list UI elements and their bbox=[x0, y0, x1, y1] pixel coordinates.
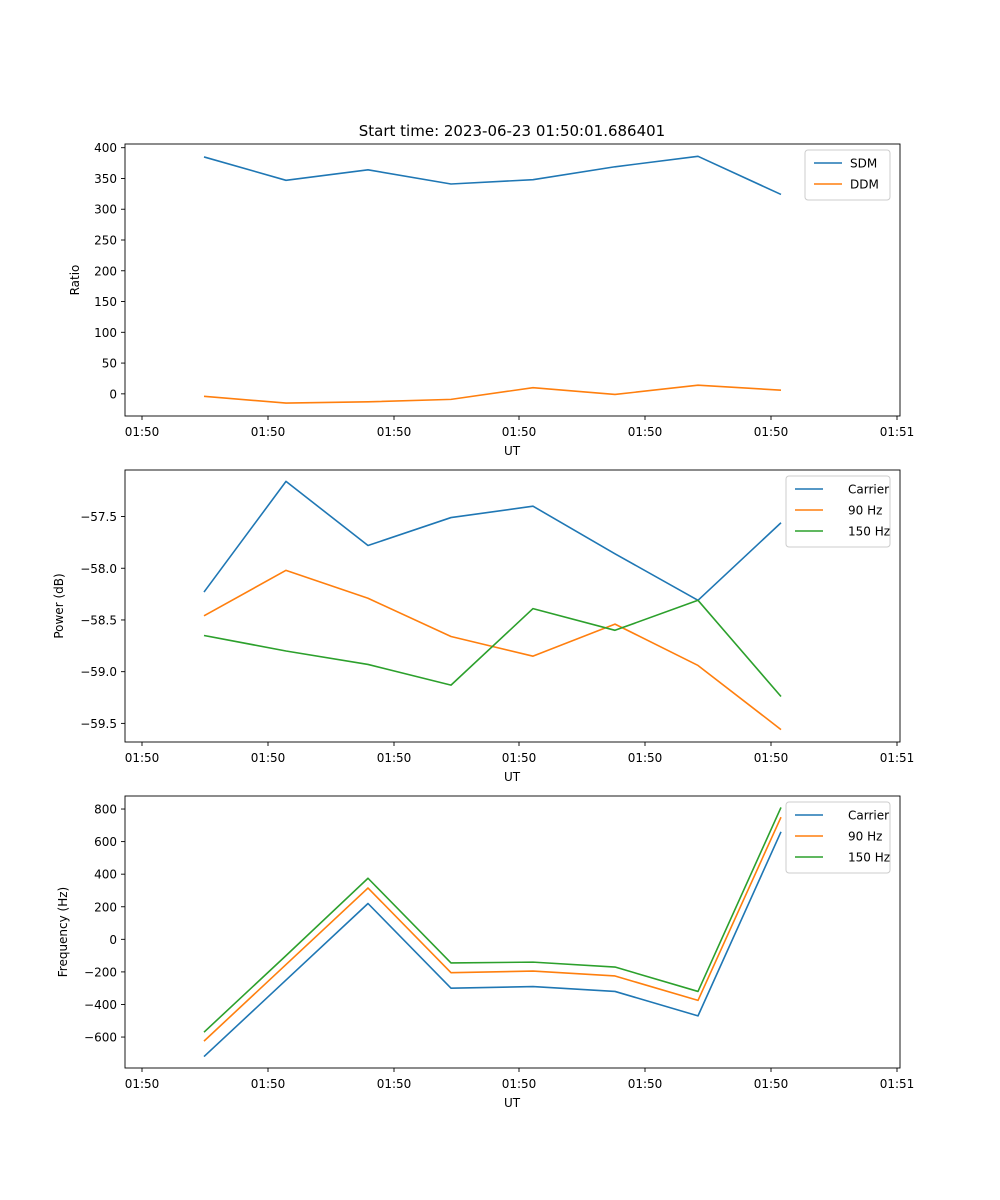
series-line-150-hz bbox=[203, 807, 782, 1033]
y-axis-label: Frequency (Hz) bbox=[56, 887, 70, 978]
y-tick-label: −600 bbox=[84, 1031, 117, 1045]
y-tick-label: 400 bbox=[94, 141, 117, 155]
x-tick-label: 01:50 bbox=[754, 1077, 789, 1091]
x-tick-label: 01:50 bbox=[251, 425, 286, 439]
y-tick-label: 600 bbox=[94, 835, 117, 849]
series-line-90-hz bbox=[203, 569, 782, 731]
y-tick-label: 200 bbox=[94, 900, 117, 914]
legend: SDM DDM bbox=[804, 149, 891, 201]
legend-box bbox=[804, 149, 891, 201]
y-tick-label: −58.5 bbox=[80, 613, 117, 627]
legend-label: DDM bbox=[850, 178, 879, 192]
x-tick-label: 01:51 bbox=[880, 425, 915, 439]
y-tick-label: −400 bbox=[84, 998, 117, 1012]
y-tick-label: 300 bbox=[94, 203, 117, 217]
legend-label: SDM bbox=[850, 157, 877, 171]
y-tick-label: −58.0 bbox=[80, 562, 117, 576]
y-tick-label: 50 bbox=[102, 357, 117, 371]
y-tick-label: 350 bbox=[94, 172, 117, 186]
series-line-carrier bbox=[203, 480, 782, 602]
x-tick-label: 01:50 bbox=[628, 1077, 663, 1091]
legend: Carrier 90 Hz 150 Hz bbox=[785, 801, 891, 874]
axes-frame bbox=[124, 143, 901, 417]
series-line-ddm bbox=[203, 384, 782, 404]
x-tick-label: 01:51 bbox=[880, 751, 915, 765]
chart-panel-1: 01:50 01:50 01:50 01:50 01:50 01:50 01:51 UT 0 50… bbox=[68, 141, 914, 458]
legend-label: 90 Hz bbox=[848, 504, 882, 518]
series-line-carrier bbox=[203, 831, 782, 1058]
x-tick-label: 01:50 bbox=[502, 425, 537, 439]
x-tick-label: 01:50 bbox=[628, 425, 663, 439]
legend-label: Carrier bbox=[848, 809, 889, 823]
y-tick-label: 400 bbox=[94, 868, 117, 882]
y-tick-label: 200 bbox=[94, 264, 117, 278]
chart-panel-3: 01:50 01:50 01:50 01:50 01:50 01:50 01:51 UT −60… bbox=[56, 795, 915, 1110]
x-tick-label: 01:50 bbox=[502, 1077, 537, 1091]
chart-panel-2: 01:50 01:50 01:50 01:50 01:50 01:50 01:51 UT −59… bbox=[52, 469, 915, 784]
x-tick-label: 01:50 bbox=[251, 751, 286, 765]
x-tick-label: 01:50 bbox=[377, 425, 412, 439]
y-axis-label: Ratio bbox=[68, 265, 82, 296]
y-axis-label: Power (dB) bbox=[52, 573, 66, 638]
legend-box bbox=[785, 801, 891, 874]
x-axis-label: UT bbox=[504, 1096, 521, 1110]
x-tick-label: 01:50 bbox=[502, 751, 537, 765]
x-tick-label: 01:50 bbox=[628, 751, 663, 765]
series-line-150-hz bbox=[203, 599, 782, 698]
y-tick-label: −57.5 bbox=[80, 510, 117, 524]
y-tick-label: 100 bbox=[94, 326, 117, 340]
x-tick-label: 01:50 bbox=[125, 751, 160, 765]
chart-panels: 01:50 01:50 01:50 01:50 01:50 01:50 01:51 UT 0 50… bbox=[52, 141, 914, 1110]
x-tick-label: 01:50 bbox=[125, 1077, 160, 1091]
series-line-90-hz bbox=[203, 816, 782, 1042]
x-axis-label: UT bbox=[504, 770, 521, 784]
legend-label: Carrier bbox=[848, 483, 889, 497]
y-tick-label: 800 bbox=[94, 803, 117, 817]
x-tick-label: 01:50 bbox=[754, 751, 789, 765]
y-tick-label: 0 bbox=[109, 933, 117, 947]
x-tick-label: 01:50 bbox=[377, 1077, 412, 1091]
x-tick-label: 01:50 bbox=[377, 751, 412, 765]
x-tick-label: 01:50 bbox=[754, 425, 789, 439]
y-tick-label: −59.5 bbox=[80, 717, 117, 731]
legend-label: 150 Hz bbox=[848, 525, 890, 539]
axes-frame bbox=[124, 795, 901, 1069]
x-tick-label: 01:50 bbox=[125, 425, 160, 439]
y-tick-label: 0 bbox=[109, 387, 117, 401]
y-tick-label: −200 bbox=[84, 965, 117, 979]
series-line-sdm bbox=[203, 155, 782, 196]
legend-box bbox=[785, 475, 891, 548]
x-axis-label: UT bbox=[504, 444, 521, 458]
y-tick-label: −59.0 bbox=[80, 665, 117, 679]
figure-title: Start time: 2023-06-23 01:50:01.686401 bbox=[359, 122, 665, 140]
legend: Carrier 90 Hz 150 Hz bbox=[785, 475, 891, 548]
legend-label: 150 Hz bbox=[848, 851, 890, 865]
y-tick-label: 250 bbox=[94, 234, 117, 248]
x-tick-label: 01:50 bbox=[251, 1077, 286, 1091]
y-tick-label: 150 bbox=[94, 295, 117, 309]
x-tick-label: 01:51 bbox=[880, 1077, 915, 1091]
axes-frame bbox=[124, 469, 901, 743]
legend-label: 90 Hz bbox=[848, 830, 882, 844]
